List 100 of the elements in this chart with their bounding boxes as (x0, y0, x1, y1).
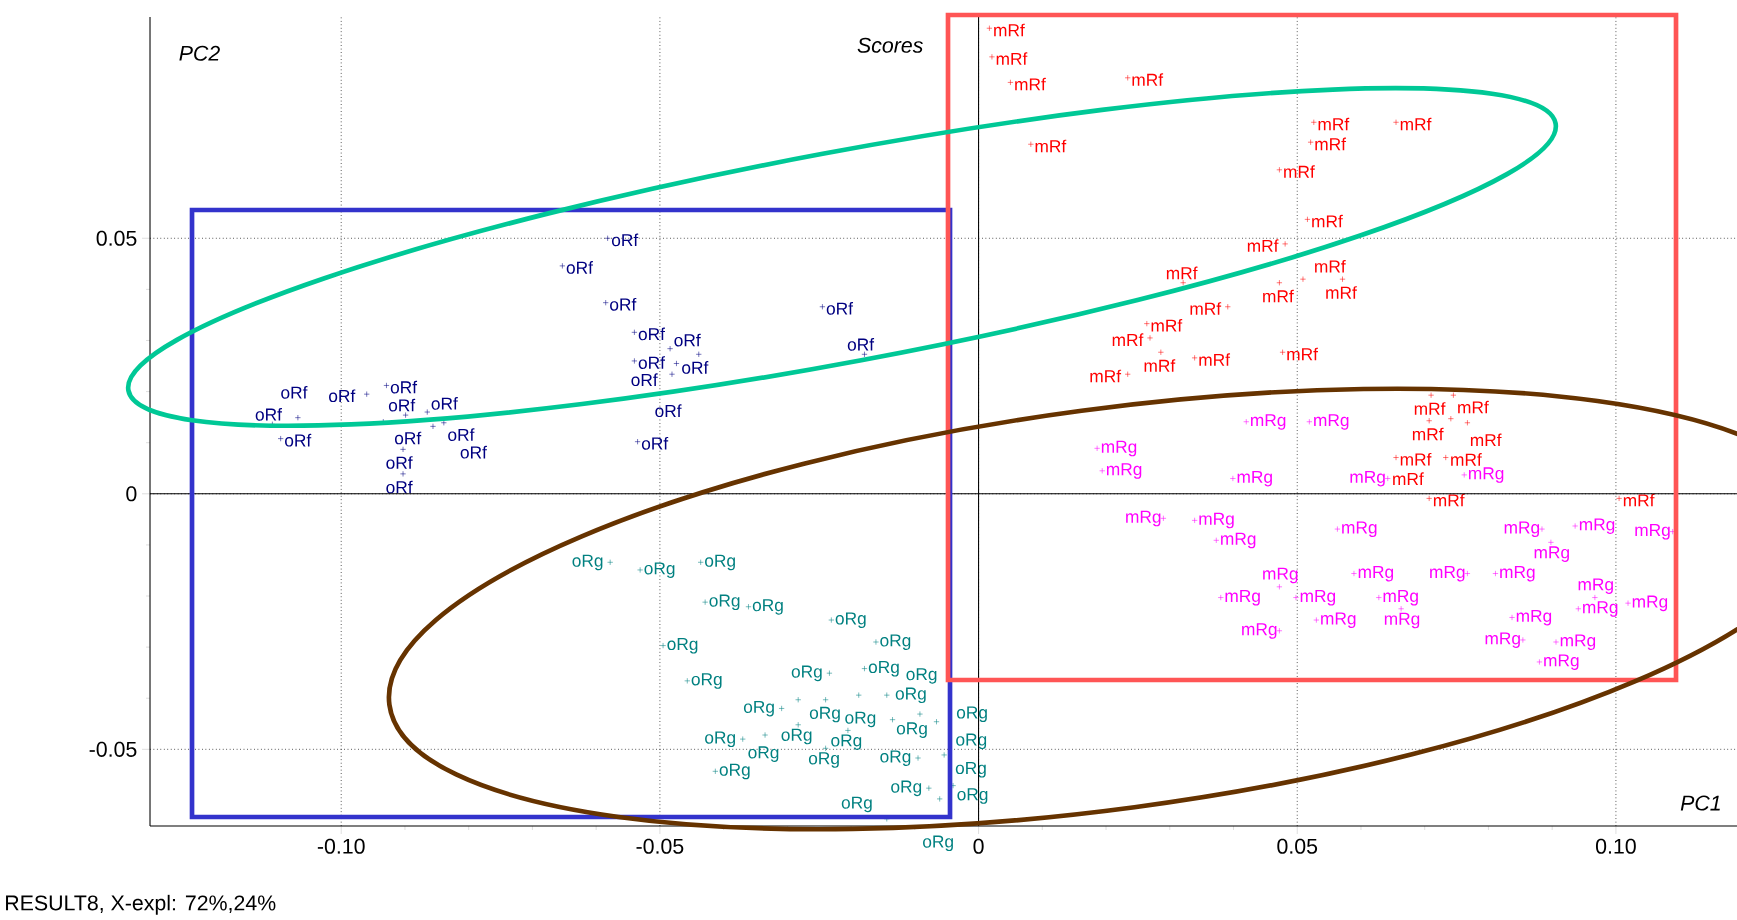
text: mRf (1451, 453, 1482, 466)
text: mRf (1412, 427, 1444, 441)
text: mRg (1101, 440, 1137, 457)
text: mRf (1190, 302, 1222, 315)
text: oRg (906, 668, 937, 684)
text: mRg (1242, 623, 1277, 639)
text: oRg (691, 673, 722, 689)
text: oRf (674, 333, 701, 347)
text: mRg (1635, 524, 1670, 540)
text: mRf (1433, 493, 1465, 507)
text: mRg (1384, 612, 1420, 629)
text: mRg (1237, 470, 1272, 487)
text: mRf (1393, 472, 1424, 485)
text: oRg (835, 612, 866, 628)
text: mRf (1015, 77, 1046, 91)
text: mRg (1579, 518, 1615, 534)
text: oRf (394, 431, 422, 445)
text: mRf (1414, 402, 1446, 415)
text: oRf (682, 361, 709, 374)
text: mRg (1534, 546, 1569, 562)
text: oRg (752, 599, 783, 615)
text: oRf (638, 356, 665, 369)
text: mRf (1623, 493, 1655, 507)
text: oRg (748, 746, 779, 762)
text: mRg (1221, 532, 1256, 549)
text: mRf (1326, 286, 1357, 299)
text: mRf (1151, 319, 1183, 332)
y-axis-title: PC2 (179, 45, 220, 61)
text: oRg (808, 752, 839, 768)
text: oRf (655, 404, 682, 418)
text: mRg (1485, 632, 1520, 648)
text: mRf (1458, 400, 1489, 414)
text: oRg (923, 835, 953, 852)
text: oRg (891, 780, 922, 797)
text: oRf (388, 398, 416, 412)
text: oRg (896, 722, 927, 738)
text: mRg (1263, 567, 1298, 584)
text: mRf (996, 52, 1028, 65)
text: oRf (448, 428, 475, 441)
text: mRg (1251, 414, 1286, 430)
text: mRf (1318, 117, 1350, 131)
text: mRg (1225, 589, 1260, 606)
text: oRf (386, 456, 413, 469)
series-label: mRg (1126, 510, 1161, 527)
text: oRg (845, 711, 876, 728)
text: mRg (1314, 414, 1349, 430)
text: mRf (1035, 139, 1067, 153)
text: mRg (1321, 612, 1356, 628)
text: oRf (390, 380, 418, 394)
text: mRg (1199, 512, 1234, 529)
y-tick-label: -0.05 (89, 741, 137, 757)
text: mRf (1287, 347, 1318, 361)
text: oRf (631, 373, 658, 387)
text: mRf (1315, 259, 1346, 273)
text: mRg (1383, 589, 1418, 606)
text: mRf (1263, 289, 1294, 303)
text: mRg (1578, 578, 1613, 594)
text: oRf (610, 297, 637, 311)
text: oRf (281, 386, 308, 399)
text: mRf (1400, 117, 1432, 131)
text: mRf (1247, 239, 1279, 252)
text: oRg (880, 750, 911, 766)
x-axis-title: PC1 (1680, 795, 1720, 811)
text: mRg (1430, 565, 1465, 582)
y-tick-label: 0 (126, 486, 137, 502)
series-label: oRf (611, 233, 639, 247)
text: oRg (880, 634, 911, 650)
x-tick-label: 0.10 (1595, 838, 1636, 854)
text: mRf (1199, 353, 1231, 366)
text: oRf (641, 436, 669, 450)
text: mRf (1312, 214, 1343, 228)
text: mRf (1284, 165, 1315, 178)
text: oRg (809, 706, 840, 723)
x-tick-label: -0.05 (636, 838, 684, 854)
text: mRg (1583, 601, 1618, 617)
text: mRf (1144, 359, 1176, 372)
x-tick-label: 0 (973, 838, 984, 854)
text: oRg (705, 554, 735, 571)
text: oRg (781, 728, 812, 745)
text: oRf (847, 337, 875, 351)
text: mRg (1560, 634, 1596, 650)
text: mRf (1090, 369, 1122, 383)
text: mRg (1468, 467, 1504, 483)
text: oRf (566, 261, 593, 274)
text: mRg (1632, 595, 1668, 612)
text: oRf (386, 480, 413, 494)
text: mRg (1106, 463, 1142, 479)
text: mRf (1112, 333, 1144, 346)
text: mRf (1132, 73, 1164, 86)
y-tick-label: 0.05 (96, 230, 137, 246)
text: mRf (1400, 452, 1432, 466)
text: oRg (572, 554, 603, 571)
text: Scores (857, 37, 923, 53)
text: oRf (826, 302, 854, 315)
text: oRg (709, 594, 740, 611)
text: mRg (1516, 609, 1552, 626)
text: mRg (1300, 589, 1336, 606)
series-label: mRf (994, 23, 1025, 37)
text: oRg (644, 562, 675, 578)
text: mRg (1544, 654, 1579, 670)
